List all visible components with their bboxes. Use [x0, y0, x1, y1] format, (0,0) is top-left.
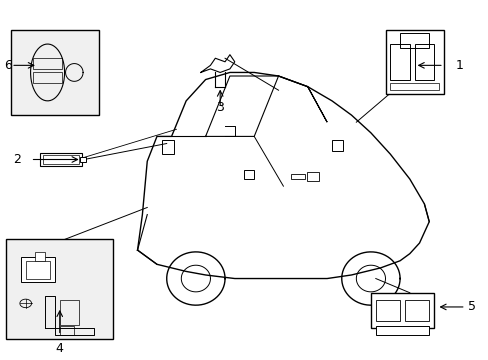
Bar	[26, 261, 50, 279]
Bar	[33, 72, 62, 83]
Bar	[162, 140, 174, 154]
Bar	[60, 327, 74, 336]
Bar	[80, 157, 86, 162]
Bar	[290, 174, 305, 179]
Bar	[35, 252, 45, 261]
Bar	[33, 58, 62, 69]
Bar	[40, 153, 81, 166]
Text: 2: 2	[13, 153, 21, 166]
Text: 6: 6	[4, 59, 12, 72]
Bar	[11, 30, 99, 115]
Bar	[375, 300, 399, 321]
Bar	[385, 30, 443, 94]
Text: 3: 3	[216, 101, 224, 114]
Bar	[404, 300, 428, 321]
Bar	[389, 83, 438, 90]
Text: 4: 4	[56, 342, 63, 355]
Bar	[370, 293, 433, 328]
Bar	[6, 239, 113, 339]
Text: 5: 5	[467, 301, 475, 314]
Bar	[389, 44, 409, 80]
Bar	[60, 300, 79, 325]
Bar	[331, 140, 342, 150]
Bar	[21, 257, 55, 282]
Bar	[375, 327, 428, 336]
Bar	[306, 172, 318, 181]
Text: 1: 1	[455, 59, 463, 72]
Bar	[414, 44, 433, 80]
Bar	[399, 33, 428, 48]
Bar	[42, 155, 79, 164]
Bar	[244, 170, 254, 179]
